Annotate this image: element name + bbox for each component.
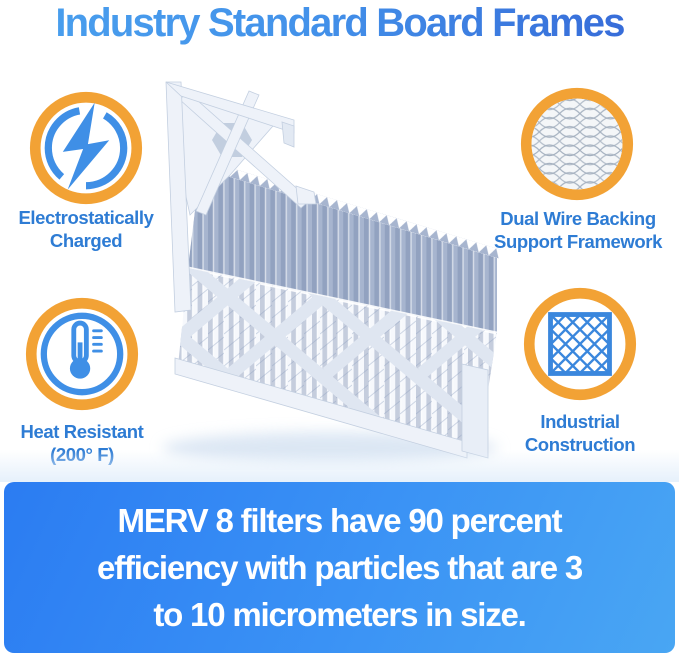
wire-backing-feature-label: Dual Wire Backing Support Framework [494, 208, 662, 252]
thermometer-icon [25, 297, 139, 411]
lightning-icon [29, 91, 143, 205]
industrial-feature-label: Industrial Construction [524, 411, 636, 455]
banner-text-line: efficiency with particles that are 3 [97, 549, 583, 586]
air-filter-product-image [162, 81, 502, 464]
diamond-grid-icon [523, 287, 637, 401]
electrostatic-feature-icon [28, 90, 144, 206]
banner-text-line: to 10 micrometers in size. [153, 596, 526, 633]
page-title: Industry Standard Board Frames [0, 1, 679, 46]
electrostatic-feature-label: Electrostatically Charged [18, 207, 154, 251]
banner-text-line: MERV 8 filters have 90 percent [117, 502, 563, 539]
industrial-feature-icon [522, 286, 638, 402]
banner-glow [0, 450, 679, 482]
heat-resistant-feature-icon [24, 296, 140, 412]
merv-info-banner: MERV 8 filters have 90 percent efficienc… [4, 482, 675, 653]
wire-mesh-icon [520, 87, 634, 201]
wire-backing-feature-icon [519, 86, 635, 202]
